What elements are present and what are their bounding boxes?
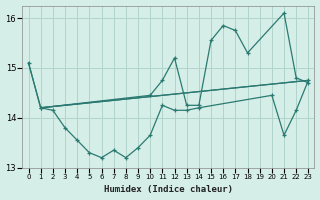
- X-axis label: Humidex (Indice chaleur): Humidex (Indice chaleur): [104, 185, 233, 194]
